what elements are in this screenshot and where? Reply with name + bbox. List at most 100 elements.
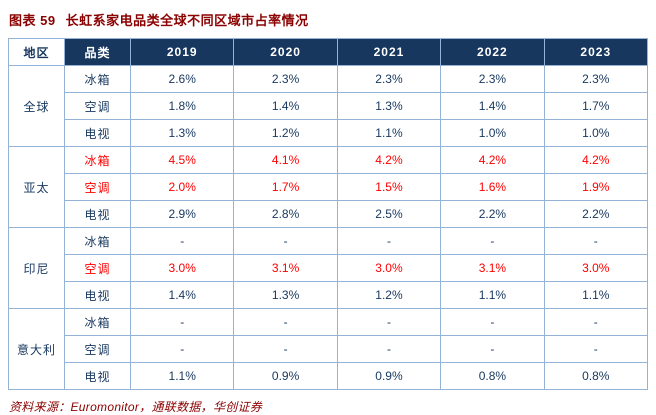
category-cell: 电视: [64, 200, 131, 228]
value-cell: -: [543, 227, 649, 255]
table-row: 空调 1.8% 1.4% 1.3% 1.4% 1.7%: [9, 92, 649, 120]
table-row: 电视 1.1% 0.9% 0.9% 0.8% 0.8%: [9, 362, 649, 390]
value-cell: -: [233, 308, 338, 336]
header-year-2021: 2021: [336, 38, 442, 66]
category-cell: 空调: [64, 92, 131, 120]
value-cell: -: [543, 308, 649, 336]
value-cell: 2.2%: [440, 200, 545, 228]
source-note: 资料来源：Euromonitor，通联数据，华创证券: [9, 400, 263, 414]
value-cell: 1.6%: [440, 173, 545, 201]
value-cell: 1.8%: [129, 92, 235, 120]
value-cell: 1.3%: [129, 119, 235, 147]
category-cell: 冰箱: [64, 65, 131, 93]
value-cell: 0.9%: [336, 362, 442, 390]
table-row: 空调 - - - - -: [9, 335, 649, 363]
header-year-2023: 2023: [543, 38, 649, 66]
value-cell: 1.2%: [336, 281, 442, 309]
value-cell: -: [129, 227, 235, 255]
value-cell: -: [543, 335, 649, 363]
value-cell: 1.1%: [129, 362, 235, 390]
value-cell: 1.1%: [440, 281, 545, 309]
category-cell: 电视: [64, 281, 131, 309]
value-cell: -: [440, 335, 545, 363]
table-row: 电视 1.3% 1.2% 1.1% 1.0% 1.0%: [9, 119, 649, 147]
value-cell: -: [233, 227, 338, 255]
category-cell: 电视: [64, 362, 131, 390]
region-cell: 印尼: [8, 227, 65, 309]
value-cell: 2.3%: [233, 65, 338, 93]
value-cell: 1.2%: [233, 119, 338, 147]
value-cell: 0.9%: [233, 362, 338, 390]
table-row: 意大利 冰箱 - - - - -: [8, 308, 649, 390]
value-cell: 2.9%: [129, 200, 235, 228]
value-cell: 1.1%: [543, 281, 649, 309]
value-cell: 1.9%: [543, 173, 649, 201]
value-cell: 4.1%: [233, 146, 338, 174]
category-cell: 空调: [64, 173, 131, 201]
value-cell: 1.7%: [233, 173, 338, 201]
table-row: 全球 冰箱 2.6% 2.3% 2.3% 2.3% 2.3%: [8, 65, 649, 147]
value-cell: 1.5%: [336, 173, 442, 201]
table-row: 电视 2.9% 2.8% 2.5% 2.2% 2.2%: [9, 200, 649, 228]
value-cell: 3.0%: [543, 254, 649, 282]
table-row: 亚太 冰箱 4.5% 4.1% 4.2% 4.2% 4.2%: [8, 146, 649, 228]
value-cell: 2.0%: [129, 173, 235, 201]
value-cell: 1.4%: [233, 92, 338, 120]
value-cell: 1.4%: [129, 281, 235, 309]
table-header-row: 地区 品类 2019 2020 2021 2022 2023: [8, 38, 649, 66]
figure-title: 图表 59 长虹系家电品类全球不同区域市占率情况: [9, 10, 648, 29]
value-cell: -: [440, 227, 545, 255]
value-cell: 1.0%: [543, 119, 649, 147]
header-year-2019: 2019: [129, 38, 235, 66]
value-cell: 2.8%: [233, 200, 338, 228]
figure-label: 图表 59: [9, 13, 56, 28]
table-row: 空调 3.0% 3.1% 3.0% 3.1% 3.0%: [9, 254, 649, 282]
value-cell: 2.2%: [543, 200, 649, 228]
value-cell: 1.3%: [233, 281, 338, 309]
category-cell: 空调: [64, 254, 131, 282]
value-cell: 1.1%: [336, 119, 442, 147]
value-cell: 2.3%: [440, 65, 545, 93]
category-cell: 冰箱: [64, 227, 131, 255]
market-share-table: 地区 品类 2019 2020 2021 2022 2023 全球 冰箱 2.6…: [8, 38, 649, 390]
table-row: 空调 2.0% 1.7% 1.5% 1.6% 1.9%: [9, 173, 649, 201]
value-cell: 3.0%: [336, 254, 442, 282]
figure-name: 长虹系家电品类全球不同区域市占率情况: [65, 13, 309, 28]
value-cell: 3.1%: [440, 254, 545, 282]
region-cell: 亚太: [8, 146, 65, 228]
value-cell: 4.5%: [129, 146, 235, 174]
category-cell: 空调: [64, 335, 131, 363]
value-cell: 3.1%: [233, 254, 338, 282]
table-row: 电视 1.4% 1.3% 1.2% 1.1% 1.1%: [9, 281, 649, 309]
category-cell: 冰箱: [64, 308, 131, 336]
header-year-2022: 2022: [440, 38, 545, 66]
value-cell: -: [336, 308, 442, 336]
header-region: 地区: [8, 38, 65, 66]
value-cell: 4.2%: [440, 146, 545, 174]
value-cell: 2.6%: [129, 65, 235, 93]
value-cell: 2.5%: [336, 200, 442, 228]
value-cell: 2.3%: [543, 65, 649, 93]
value-cell: 1.3%: [336, 92, 442, 120]
value-cell: -: [129, 308, 235, 336]
category-cell: 电视: [64, 119, 131, 147]
value-cell: -: [129, 335, 235, 363]
region-cell: 全球: [8, 65, 65, 147]
value-cell: 0.8%: [440, 362, 545, 390]
value-cell: 2.3%: [336, 65, 442, 93]
value-cell: 1.7%: [543, 92, 649, 120]
value-cell: -: [336, 335, 442, 363]
value-cell: 4.2%: [336, 146, 442, 174]
value-cell: -: [233, 335, 338, 363]
value-cell: 0.8%: [543, 362, 649, 390]
value-cell: -: [336, 227, 442, 255]
region-cell: 意大利: [8, 308, 65, 390]
category-cell: 冰箱: [64, 146, 131, 174]
table-row: 印尼 冰箱 - - - - -: [8, 227, 649, 309]
header-year-2020: 2020: [233, 38, 338, 66]
value-cell: 1.0%: [440, 119, 545, 147]
value-cell: 3.0%: [129, 254, 235, 282]
value-cell: 4.2%: [543, 146, 649, 174]
value-cell: -: [440, 308, 545, 336]
